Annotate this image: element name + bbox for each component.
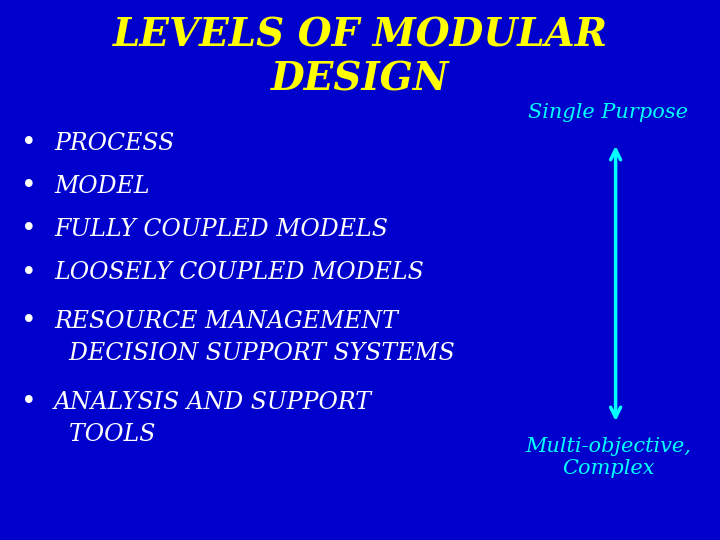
Text: ANALYSIS AND SUPPORT: ANALYSIS AND SUPPORT bbox=[54, 391, 372, 414]
Text: DECISION SUPPORT SYSTEMS: DECISION SUPPORT SYSTEMS bbox=[54, 342, 455, 365]
Text: Multi-objective,
Complex: Multi-objective, Complex bbox=[526, 437, 691, 478]
Text: TOOLS: TOOLS bbox=[54, 423, 156, 446]
Text: RESOURCE MANAGEMENT: RESOURCE MANAGEMENT bbox=[54, 310, 398, 333]
Text: MODEL: MODEL bbox=[54, 175, 150, 198]
Text: •: • bbox=[21, 173, 37, 199]
Text: FULLY COUPLED MODELS: FULLY COUPLED MODELS bbox=[54, 218, 388, 241]
Text: •: • bbox=[21, 260, 37, 286]
Text: LOOSELY COUPLED MODELS: LOOSELY COUPLED MODELS bbox=[54, 261, 424, 284]
Text: •: • bbox=[21, 389, 37, 415]
Text: •: • bbox=[21, 217, 37, 242]
Text: PROCESS: PROCESS bbox=[54, 132, 174, 154]
Text: •: • bbox=[21, 130, 37, 156]
Text: LEVELS OF MODULAR
DESIGN: LEVELS OF MODULAR DESIGN bbox=[112, 16, 608, 98]
Text: Single Purpose: Single Purpose bbox=[528, 103, 688, 122]
Text: •: • bbox=[21, 308, 37, 334]
